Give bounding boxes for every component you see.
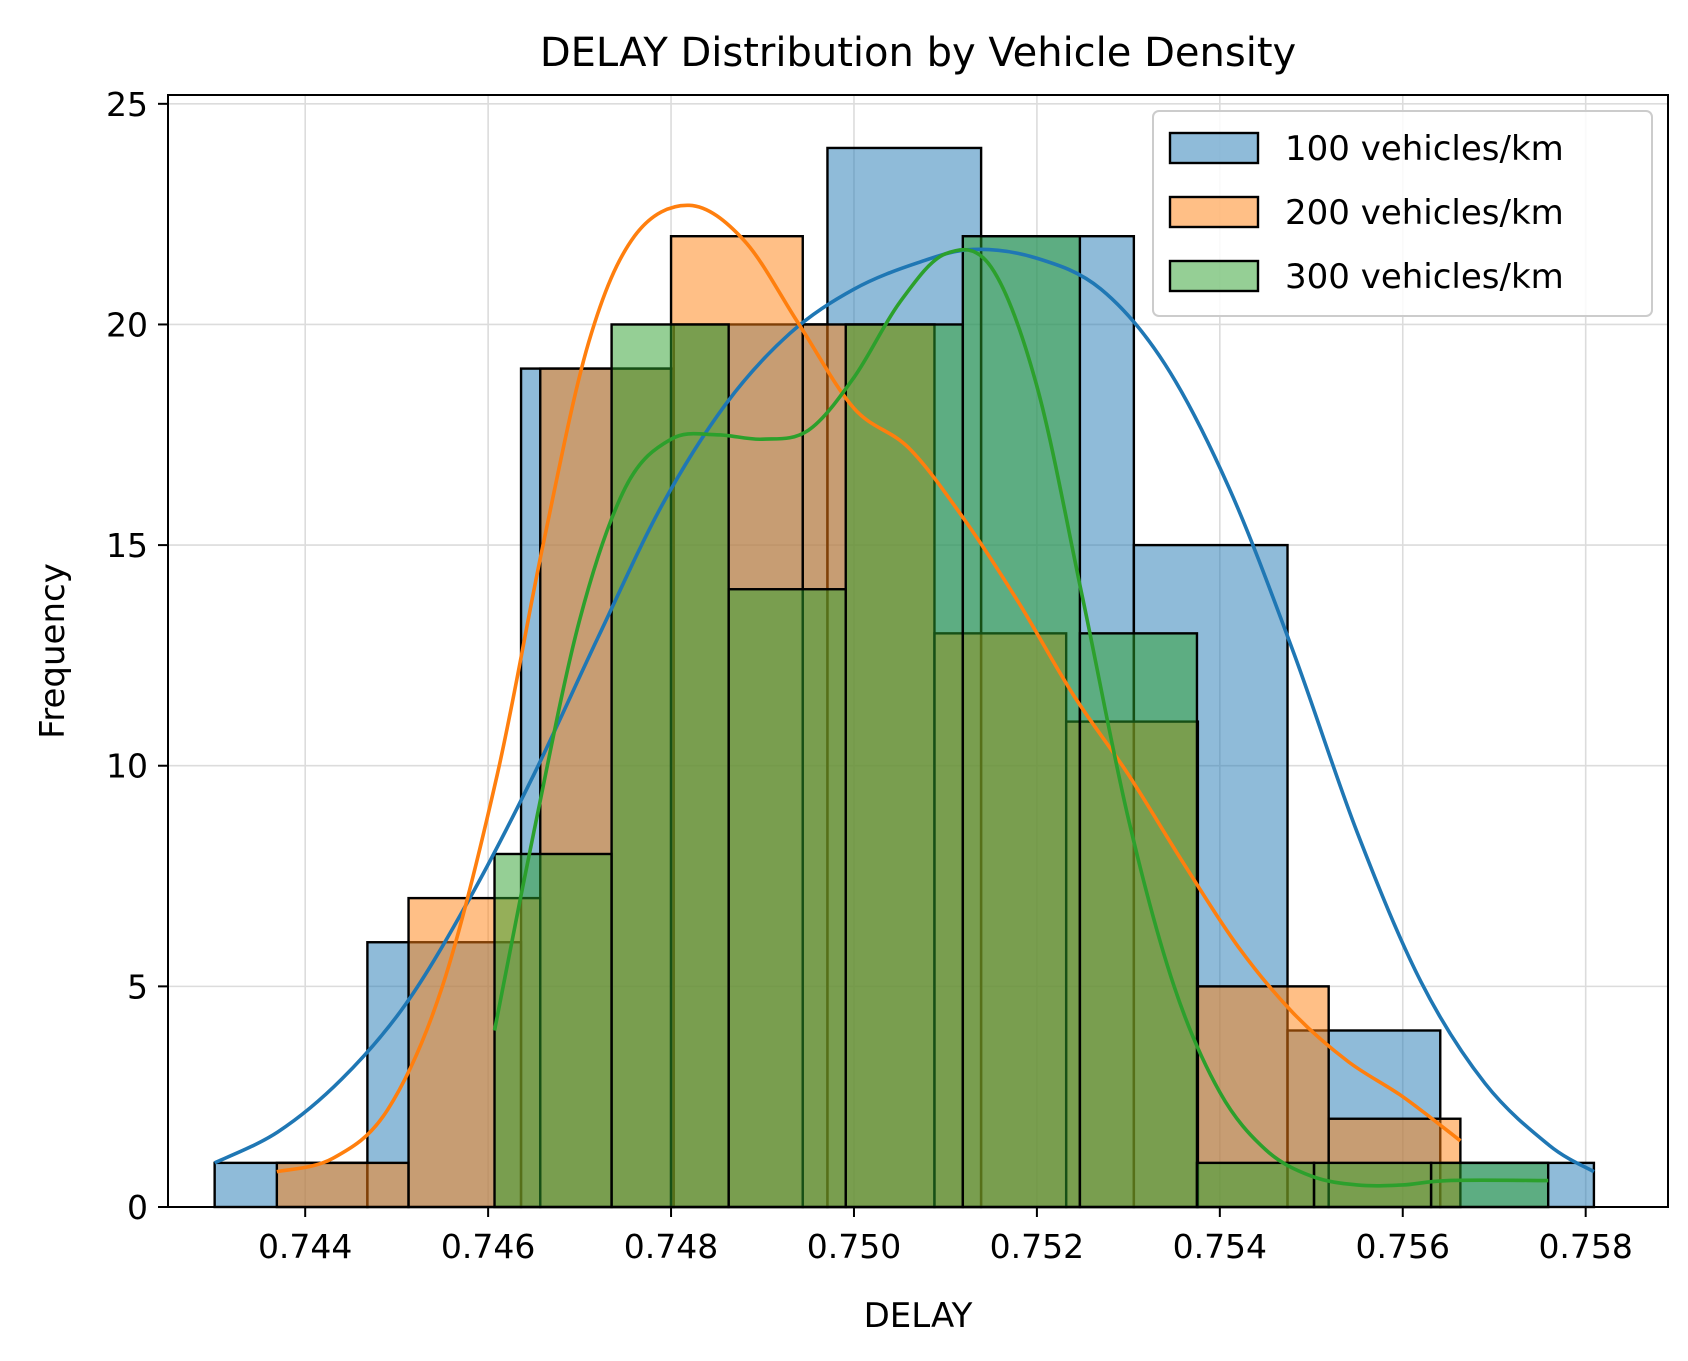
histogram-bar [844, 323, 965, 1209]
x-tick-label: 0.752 [990, 1227, 1084, 1266]
histogram-bar [610, 323, 730, 1209]
kde-curves [213, 203, 1595, 1188]
kde-line-3 [492, 247, 1549, 1188]
y-tick-label: 0 [127, 1188, 148, 1227]
legend: 100 vehicles/km 200 vehicles/km 300 vehicl… [1152, 110, 1653, 317]
x-tick-label: 0.744 [258, 1227, 352, 1266]
y-tick-label: 10 [106, 747, 148, 786]
x-tick-label: 0.746 [441, 1227, 535, 1266]
histogram-bar [961, 235, 1082, 1209]
axis-ticks: 0.744 0.746 0.748 0.750 0.752 0.754 0.756 0.758… [106, 85, 1633, 1266]
histogram-bar [493, 852, 613, 1209]
x-tick-label: 0.756 [1356, 1227, 1450, 1266]
x-tick-label: 0.758 [1538, 1227, 1632, 1266]
y-tick-label: 15 [106, 526, 148, 565]
kde-line-2 [276, 203, 1462, 1174]
legend-label: 200 vehicles/km [1285, 193, 1564, 233]
histogram-bars [213, 146, 1596, 1209]
x-tick-label: 0.750 [807, 1227, 901, 1266]
legend-label: 100 vehicles/km [1285, 129, 1564, 169]
legend-frame [1152, 110, 1653, 317]
histogram-bar [1429, 1161, 1550, 1209]
x-axis-label: DELAY [864, 1296, 973, 1336]
y-tick-label: 20 [106, 305, 148, 344]
y-tick-label: 5 [127, 967, 148, 1006]
y-axis-label: Frequency [33, 563, 73, 739]
histogram-bar [1078, 632, 1199, 1209]
legend-label: 300 vehicles/km [1285, 257, 1564, 297]
legend-swatch [1168, 131, 1260, 165]
x-tick-label: 0.754 [1173, 1227, 1267, 1266]
y-tick-label: 25 [106, 85, 148, 124]
plot-area-frame [167, 94, 1669, 1208]
chart-title: DELAY Distribution by Vehicle Density [540, 30, 1296, 76]
legend-swatch [1168, 259, 1260, 293]
x-tick-label: 0.748 [624, 1227, 718, 1266]
legend-swatch [1168, 195, 1260, 229]
histogram-bar [727, 588, 847, 1209]
